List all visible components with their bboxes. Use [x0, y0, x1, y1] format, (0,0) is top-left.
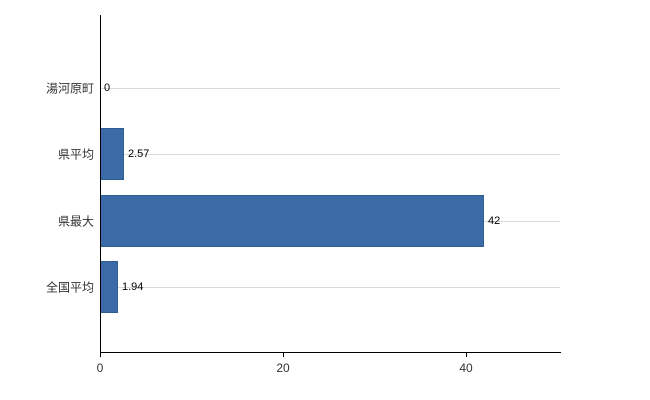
x-axis-line: [100, 352, 561, 353]
category-label: 全国平均: [45, 280, 94, 295]
category-label: 湯河原町: [45, 81, 94, 96]
bar-value-label: 1.94: [122, 280, 144, 293]
bar-value-label: 42: [488, 214, 501, 227]
gridline: [100, 286, 560, 288]
gridline: [100, 154, 560, 156]
x-axis-tick: [283, 352, 284, 357]
bar: [100, 128, 124, 181]
category-label: 県最大: [57, 214, 94, 229]
x-axis-tick-label: 0: [96, 361, 104, 375]
bar: [100, 194, 484, 247]
bar-value-label: 0: [104, 82, 111, 94]
gridline: [100, 88, 560, 89]
bar-value-label: 2.57: [128, 148, 150, 161]
x-axis-tick-label: 20: [276, 361, 290, 375]
category-label: 県平均: [57, 147, 94, 162]
x-axis-tick: [466, 352, 467, 357]
bar: [100, 260, 118, 313]
y-axis-line: [100, 15, 101, 352]
x-axis-tick: [100, 352, 101, 357]
x-axis-tick-label: 40: [459, 361, 473, 375]
